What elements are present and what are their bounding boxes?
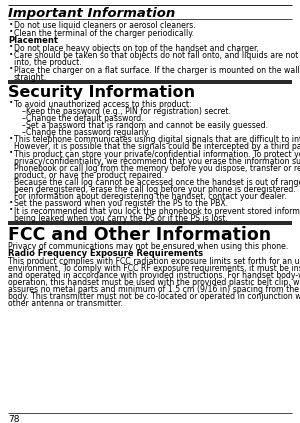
Text: Because the call log cannot be accessed once the handset is out of range or has: Because the call log cannot be accessed … <box>14 178 300 187</box>
Text: Radio Frequency Exposure Requirements: Radio Frequency Exposure Requirements <box>8 250 203 258</box>
Text: product, or have the product repaired.: product, or have the product repaired. <box>14 171 164 180</box>
Text: Phonebook or call log from the memory before you dispose, transfer or return the: Phonebook or call log from the memory be… <box>14 164 300 173</box>
Text: Security Information: Security Information <box>8 85 195 100</box>
Text: and operated in accordance with provided instructions. For handset body-worn: and operated in accordance with provided… <box>8 271 300 280</box>
Text: •: • <box>9 29 14 36</box>
Text: •: • <box>9 100 14 106</box>
Text: being leaked when you carry the PS or if the PS is lost.: being leaked when you carry the PS or if… <box>14 214 228 223</box>
Text: To avoid unauthorized access to this product:: To avoid unauthorized access to this pro… <box>14 100 191 109</box>
Text: •: • <box>9 52 14 58</box>
Text: Change the password regularly.: Change the password regularly. <box>26 128 150 137</box>
Text: Set a password that is random and cannot be easily guessed.: Set a password that is random and cannot… <box>26 121 268 130</box>
Text: straight.: straight. <box>14 73 47 82</box>
Text: been deregistered, erase the call log before your phone is deregistered.: been deregistered, erase the call log be… <box>14 185 296 194</box>
Text: This product complies with FCC radiation exposure limits set forth for an uncont: This product complies with FCC radiation… <box>8 257 300 266</box>
Text: Change the default password.: Change the default password. <box>26 114 144 123</box>
Text: Keep the password (e.g., PIN for registration) secret.: Keep the password (e.g., PIN for registr… <box>26 107 231 116</box>
Text: This product can store your private/confidential information. To protect your: This product can store your private/conf… <box>14 150 300 159</box>
Text: Clean the terminal of the charger periodically.: Clean the terminal of the charger period… <box>14 29 194 38</box>
Text: environment. To comply with FCC RF exposure requirements, it must be installed: environment. To comply with FCC RF expos… <box>8 264 300 273</box>
Text: •: • <box>9 44 14 50</box>
Text: •: • <box>9 66 14 72</box>
Text: other antenna or transmitter.: other antenna or transmitter. <box>8 299 123 308</box>
Text: However, it is possible that the signals could be intercepted by a third party.: However, it is possible that the signals… <box>14 142 300 151</box>
Text: Place the charger on a flat surface. If the charger is mounted on the wall, inst: Place the charger on a flat surface. If … <box>14 66 300 75</box>
Text: •: • <box>9 150 14 156</box>
Text: •: • <box>9 200 14 206</box>
Text: Do not place heavy objects on top of the handset and charger.: Do not place heavy objects on top of the… <box>14 44 259 53</box>
Text: It is recommended that you lock the phonebook to prevent stored information from: It is recommended that you lock the phon… <box>14 207 300 216</box>
Text: body. This transmitter must not be co-located or operated in conjunction with an: body. This transmitter must not be co-lo… <box>8 292 300 301</box>
Text: assures no metal parts and minimum of 1.5 cm (9/16 in) spacing from the user’s: assures no metal parts and minimum of 1.… <box>8 285 300 294</box>
Text: Important Information: Important Information <box>8 7 175 20</box>
Text: FCC and Other Information: FCC and Other Information <box>8 226 271 244</box>
Text: •: • <box>9 207 14 213</box>
Text: •: • <box>9 22 14 28</box>
Text: This telephone communicates using digital signals that are difficult to intercep: This telephone communicates using digita… <box>14 135 300 144</box>
Text: –: – <box>22 114 26 123</box>
Text: Do not use liquid cleaners or aerosol cleaners.: Do not use liquid cleaners or aerosol cl… <box>14 22 196 30</box>
Text: into, the product.: into, the product. <box>14 58 82 67</box>
Text: privacy/confidentiality, we recommend that you erase the information such as: privacy/confidentiality, we recommend th… <box>14 157 300 166</box>
Text: operation, this handset must be used with the provided plastic belt clip, which: operation, this handset must be used wit… <box>8 278 300 287</box>
Text: –: – <box>22 121 26 130</box>
Text: –: – <box>22 128 26 137</box>
Text: –: – <box>22 107 26 116</box>
Text: Placement: Placement <box>8 36 58 45</box>
Text: Set the password when you register the PS to the PBX.: Set the password when you register the P… <box>14 199 228 208</box>
Text: For information about deregistering the handset, contact your dealer.: For information about deregistering the … <box>14 192 286 201</box>
Text: 78: 78 <box>8 415 20 423</box>
Text: •: • <box>9 136 14 142</box>
Text: Privacy of communications may not be ensured when using this phone.: Privacy of communications may not be ens… <box>8 242 288 251</box>
Text: Care should be taken so that objects do not fall onto, and liquids are not spill: Care should be taken so that objects do … <box>14 51 300 60</box>
